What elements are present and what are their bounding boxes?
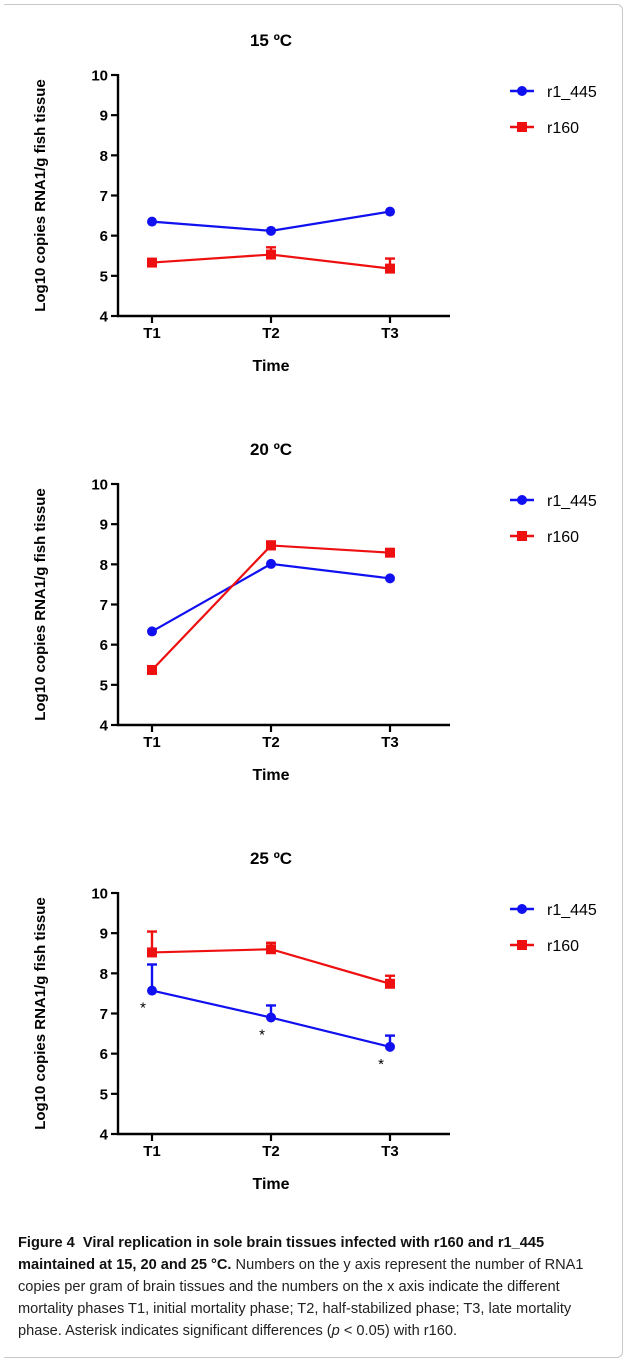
legend-label-r1_445: r1_445 bbox=[547, 84, 597, 101]
y-tick-label: 8 bbox=[100, 148, 108, 165]
legend-marker-r1_445 bbox=[517, 904, 527, 914]
chart-20c: 20 ºC Log10 copies RNA1/g fish tissue 4 5 6 7… bbox=[32, 440, 597, 784]
chart-25c: 25 ºC Log10 copies RNA1/g fish tissue 4 5 6 7… bbox=[32, 849, 597, 1193]
caption-label: Figure 4 bbox=[18, 1235, 75, 1251]
legend-label-r160: r160 bbox=[547, 120, 579, 137]
data-point-r160 bbox=[266, 249, 276, 260]
legend-label-r1_445: r1_445 bbox=[547, 493, 597, 510]
x-axis-label: Time bbox=[252, 358, 289, 375]
y-tick-label: 7 bbox=[100, 188, 108, 205]
x-tick-label: T1 bbox=[143, 734, 161, 751]
data-point-r1_445 bbox=[266, 558, 276, 569]
x-tick-label: T2 bbox=[262, 1143, 280, 1160]
y-axis-label: Log10 copies RNA1/g fish tissue bbox=[32, 79, 49, 312]
x-axis-label: Time bbox=[252, 1176, 289, 1193]
data-point-r1_445 bbox=[147, 626, 157, 637]
y-tick-label: 10 bbox=[91, 886, 108, 903]
y-axis-label: Log10 copies RNA1/g fish tissue bbox=[32, 897, 49, 1130]
significance-asterisk: * bbox=[259, 1027, 265, 1044]
y-tick-label: 4 bbox=[100, 309, 109, 326]
data-point-r160 bbox=[266, 540, 276, 551]
caption-text-a: Numbers on the y axis represent the numb… bbox=[18, 1257, 584, 1339]
chart-title: 15 ºC bbox=[250, 31, 292, 50]
caption-title: Viral replication in sole brain tissues … bbox=[18, 1235, 545, 1273]
series-line-r1_445 bbox=[151, 562, 391, 633]
x-tick-label: T1 bbox=[143, 1143, 161, 1160]
y-tick-label: 9 bbox=[100, 517, 108, 534]
y-tick-label: 6 bbox=[100, 637, 108, 654]
x-tick-label: T2 bbox=[262, 734, 280, 751]
y-tick-label: 5 bbox=[100, 677, 108, 694]
y-tick-label: 6 bbox=[100, 228, 108, 245]
data-point-r1_445 bbox=[266, 225, 276, 236]
y-tick-label: 6 bbox=[100, 1046, 108, 1063]
x-tick-label: T1 bbox=[143, 325, 161, 342]
legend-label-r160: r160 bbox=[547, 529, 579, 546]
legend-marker-r160 bbox=[517, 122, 527, 132]
y-tick-label: 9 bbox=[100, 926, 108, 943]
legend-label-r160: r160 bbox=[547, 938, 579, 955]
data-point-r1_445 bbox=[385, 206, 395, 217]
significance-asterisk: * bbox=[140, 1000, 146, 1017]
data-point-r160 bbox=[385, 263, 395, 274]
x-tick-label: T2 bbox=[262, 325, 280, 342]
figure-caption: Figure 4 Viral replication in sole brain… bbox=[18, 1232, 618, 1342]
y-axis-label: Log10 copies RNA1/g fish tissue bbox=[32, 488, 49, 721]
chart-title: 20 ºC bbox=[250, 440, 292, 459]
data-point-r1_445 bbox=[266, 1012, 276, 1023]
y-tick-label: 10 bbox=[91, 68, 108, 85]
data-point-r160 bbox=[147, 257, 157, 268]
caption-p-symbol: p bbox=[331, 1323, 340, 1339]
chart-title: 25 ºC bbox=[250, 849, 292, 868]
y-tick-label: 8 bbox=[100, 557, 108, 574]
x-axis-label: Time bbox=[252, 767, 289, 784]
y-tick-label: 8 bbox=[100, 966, 108, 983]
legend-marker-r160 bbox=[517, 531, 527, 541]
y-tick-label: 4 bbox=[100, 1127, 109, 1144]
significance-asterisk: * bbox=[378, 1056, 384, 1073]
data-point-r160 bbox=[385, 547, 395, 558]
x-tick-label: T3 bbox=[381, 325, 399, 342]
x-tick-label: T3 bbox=[381, 734, 399, 751]
legend-marker-r1_445 bbox=[517, 495, 527, 505]
data-point-r1_445 bbox=[147, 985, 157, 996]
caption-text-b: < 0.05) with r160. bbox=[339, 1323, 458, 1339]
data-point-r160 bbox=[147, 947, 157, 958]
y-tick-label: 9 bbox=[100, 108, 108, 125]
y-tick-label: 4 bbox=[100, 718, 109, 735]
data-point-r1_445 bbox=[385, 573, 395, 584]
data-point-r160 bbox=[266, 944, 276, 955]
figure-frame bbox=[4, 4, 623, 1358]
chart-15c: 15 ºC Log10 copies RNA1/g fish tissue 4 5 6 7… bbox=[32, 31, 597, 375]
data-point-r160 bbox=[147, 664, 157, 675]
series-line-r160 bbox=[151, 948, 391, 985]
data-point-r1_445 bbox=[147, 216, 157, 227]
data-point-r160 bbox=[385, 978, 395, 989]
y-tick-label: 7 bbox=[100, 1006, 108, 1023]
legend-marker-r160 bbox=[517, 940, 527, 950]
legend-marker-r1_445 bbox=[517, 86, 527, 96]
y-tick-label: 10 bbox=[91, 477, 108, 494]
y-tick-label: 5 bbox=[100, 1086, 108, 1103]
x-tick-label: T3 bbox=[381, 1143, 399, 1160]
y-tick-label: 7 bbox=[100, 597, 108, 614]
legend-label-r1_445: r1_445 bbox=[547, 902, 597, 919]
y-tick-label: 5 bbox=[100, 268, 108, 285]
data-point-r1_445 bbox=[385, 1041, 395, 1052]
